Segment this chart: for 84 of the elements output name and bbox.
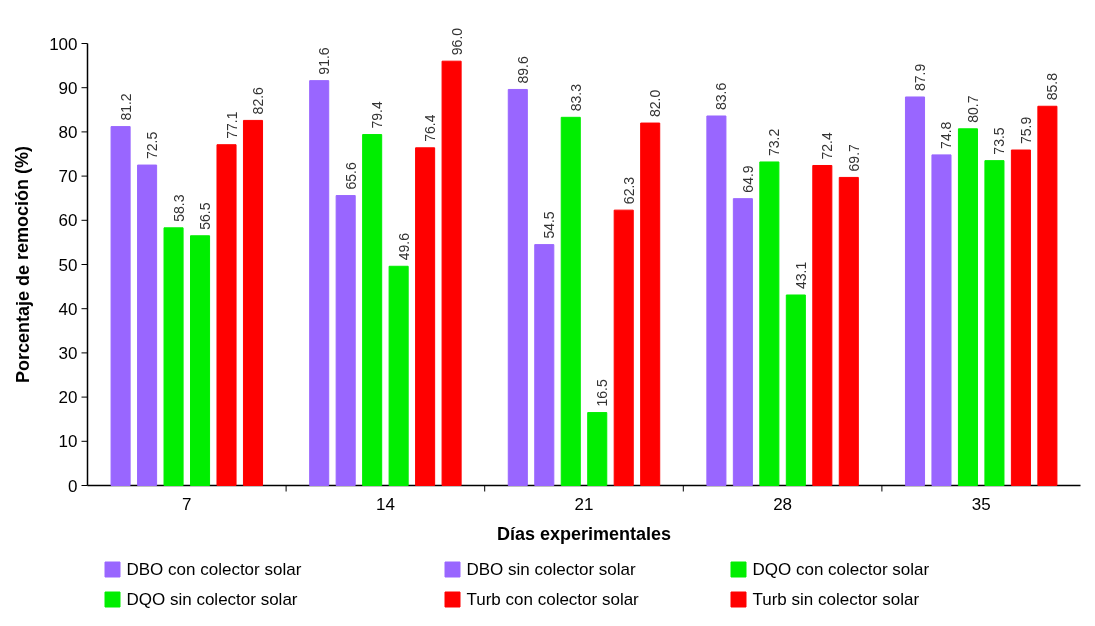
data-label: 64.9 bbox=[739, 165, 756, 193]
legend-label: Turb sin colector solar bbox=[752, 590, 920, 609]
data-label: 73.5 bbox=[991, 127, 1008, 155]
bar bbox=[163, 227, 184, 486]
data-label: 65.6 bbox=[342, 162, 359, 190]
bar bbox=[190, 235, 211, 486]
bar bbox=[732, 198, 753, 486]
legend-label: DBO con colector solar bbox=[126, 560, 302, 579]
data-label: 96.0 bbox=[448, 27, 465, 56]
bar bbox=[507, 88, 528, 486]
data-label: 54.5 bbox=[541, 211, 558, 239]
bar bbox=[362, 134, 383, 486]
data-label: 83.6 bbox=[713, 82, 730, 110]
data-label: 89.6 bbox=[514, 56, 531, 84]
bar bbox=[640, 122, 661, 486]
data-label: 81.2 bbox=[117, 93, 134, 121]
bar bbox=[560, 116, 581, 486]
y-tick-label: 30 bbox=[58, 343, 78, 363]
y-tick-label: 20 bbox=[58, 388, 78, 408]
bar bbox=[613, 209, 634, 486]
data-label: 49.6 bbox=[395, 232, 412, 261]
data-label: 91.6 bbox=[316, 47, 333, 75]
bar bbox=[785, 294, 806, 486]
bar bbox=[759, 161, 780, 486]
data-label: 76.4 bbox=[422, 114, 439, 142]
bar bbox=[1037, 105, 1058, 486]
bar bbox=[110, 126, 131, 486]
bar bbox=[904, 96, 926, 486]
y-tick-label: 70 bbox=[58, 167, 78, 187]
bar bbox=[984, 160, 1005, 486]
bar bbox=[388, 265, 409, 486]
y-tick-label: 60 bbox=[58, 211, 78, 231]
data-label: 43.1 bbox=[792, 261, 809, 289]
data-label: 77.1 bbox=[223, 111, 240, 139]
bar bbox=[587, 412, 608, 486]
bar bbox=[242, 119, 264, 486]
legend-label: Turb con colector solar bbox=[466, 590, 640, 609]
data-label: 80.7 bbox=[964, 95, 981, 123]
y-tick-label: 10 bbox=[58, 432, 78, 452]
bar bbox=[137, 164, 158, 486]
bar bbox=[931, 154, 952, 486]
data-label: 85.8 bbox=[1044, 72, 1061, 101]
bar bbox=[441, 60, 462, 486]
data-label: 79.4 bbox=[369, 101, 386, 129]
data-label: 87.9 bbox=[912, 63, 928, 91]
x-tick-label: 28 bbox=[773, 494, 793, 514]
data-label: 56.5 bbox=[197, 202, 214, 230]
legend-label: DQO con colector solar bbox=[752, 560, 930, 579]
bar bbox=[415, 147, 436, 486]
data-label: 82.0 bbox=[647, 89, 664, 118]
y-axis-title: Porcentaje de remoción (%) bbox=[12, 145, 33, 384]
y-tick-label: 40 bbox=[58, 299, 78, 319]
y-tick-label: 50 bbox=[58, 255, 78, 275]
data-label: 82.6 bbox=[250, 86, 266, 115]
x-axis-title: Días experimentales bbox=[496, 523, 672, 544]
data-label: 83.3 bbox=[567, 83, 584, 112]
data-label: 16.5 bbox=[594, 379, 611, 407]
bar bbox=[335, 195, 356, 486]
x-tick-label: 14 bbox=[375, 494, 395, 514]
y-tick-label: 0 bbox=[68, 476, 78, 496]
bar bbox=[957, 128, 978, 486]
data-label: 72.4 bbox=[819, 132, 836, 160]
bar bbox=[534, 244, 555, 486]
legend-label: DBO sin colector solar bbox=[466, 560, 636, 579]
bar bbox=[309, 80, 330, 486]
data-label: 72.5 bbox=[144, 131, 161, 160]
bar bbox=[1010, 149, 1031, 486]
legend-label: DQO sin colector solar bbox=[126, 590, 298, 609]
data-label: 69.7 bbox=[845, 143, 862, 172]
y-tick-label: 80 bbox=[58, 122, 78, 142]
bar bbox=[812, 164, 833, 486]
x-tick-label: 35 bbox=[971, 494, 991, 514]
y-tick-label: 90 bbox=[58, 78, 78, 98]
bar bbox=[216, 144, 237, 486]
y-tick-label: 100 bbox=[49, 34, 78, 54]
x-tick-label: 21 bbox=[574, 494, 594, 514]
bar bbox=[838, 176, 859, 486]
x-tick-label: 7 bbox=[182, 494, 192, 514]
data-label: 75.9 bbox=[1017, 116, 1034, 145]
bar bbox=[706, 115, 727, 486]
data-label: 73.2 bbox=[766, 128, 783, 156]
data-label: 58.3 bbox=[170, 194, 187, 222]
data-label: 74.8 bbox=[938, 121, 955, 149]
data-label: 62.3 bbox=[620, 176, 637, 205]
